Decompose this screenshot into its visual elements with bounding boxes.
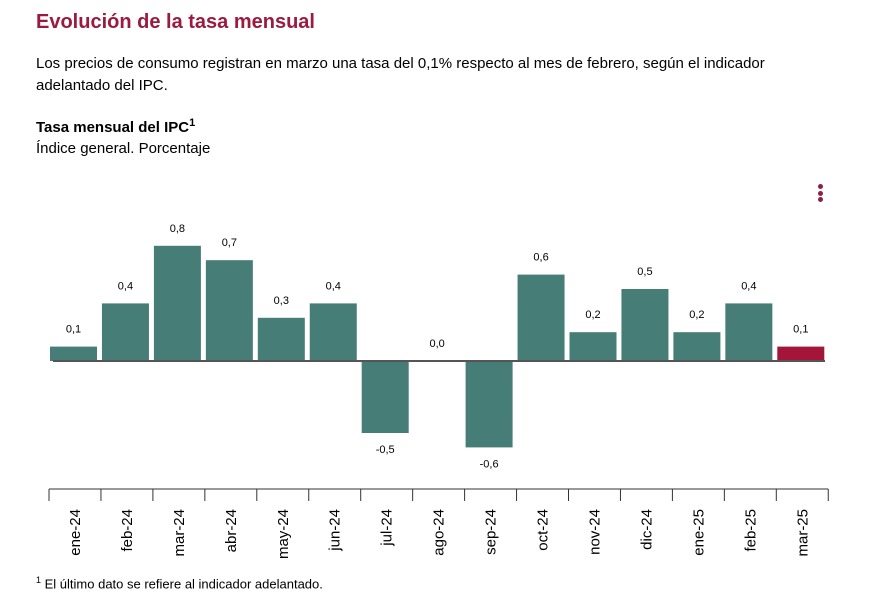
x-tick-label: nov-24	[586, 509, 603, 555]
chart-title: Tasa mensual del IPC1	[36, 117, 195, 136]
data-label: 0,4	[118, 280, 133, 292]
x-tick-label: jun-24	[327, 509, 344, 552]
x-tick-label: abr-24	[223, 509, 240, 552]
data-label: -0,6	[480, 458, 499, 470]
page-title: Evolución de la tasa mensual	[36, 11, 315, 33]
data-label: 0,7	[222, 237, 237, 249]
chart-title-text: Tasa mensual del IPC	[36, 119, 190, 136]
data-label: 0,5	[637, 266, 652, 278]
footnote-mark: 1	[36, 575, 42, 585]
data-label: 0,1	[793, 324, 808, 336]
bar-feb-24	[101, 303, 149, 361]
x-tick-label: feb-24	[119, 509, 136, 552]
x-tick-label: ago-24	[431, 509, 448, 556]
x-tick-label: mar-24	[171, 509, 188, 557]
bar-jun-24	[309, 303, 357, 361]
x-tick-label: ene-24	[67, 509, 84, 556]
data-label: 0,2	[689, 309, 704, 321]
bar-may-24	[257, 317, 305, 361]
data-label: 0,8	[170, 223, 185, 235]
x-tick-label: mar-25	[794, 509, 811, 557]
data-label: 0,2	[585, 309, 600, 321]
chart-subtitle: Índice general. Porcentaje	[36, 140, 211, 157]
data-label: 0,1	[66, 324, 81, 336]
bar-oct-24	[517, 274, 565, 361]
x-tick-label: feb-25	[742, 509, 759, 552]
bar-feb-25	[725, 303, 773, 361]
bar-jul-24	[361, 361, 409, 433]
data-label: -0,5	[376, 444, 395, 456]
x-tick-label: ene-25	[690, 509, 707, 556]
description: Los precios de consumo registran en marz…	[36, 55, 765, 94]
x-tick-label: jul-24	[379, 509, 396, 547]
footnote: 1 El último dato se refiere al indicador…	[36, 575, 323, 591]
data-label: 0,6	[533, 252, 548, 264]
x-tick-label: sep-24	[483, 509, 500, 555]
data-label: 0,4	[741, 280, 756, 292]
chart-title-footnote-mark: 1	[189, 117, 196, 129]
bar-mar-24	[153, 245, 201, 361]
bar-sep-24	[465, 361, 513, 448]
data-label: 0,3	[274, 295, 289, 307]
bar-mar-25	[777, 346, 825, 361]
data-label: 0,0	[430, 338, 445, 350]
bar-abr-24	[205, 260, 253, 361]
bar-ene-25	[673, 332, 721, 361]
data-label: 0,4	[326, 280, 341, 292]
bar-dic-24	[621, 289, 669, 361]
x-tick-label: may-24	[275, 509, 292, 559]
x-tick-label: dic-24	[638, 509, 655, 550]
x-tick-label: oct-24	[535, 509, 552, 551]
bar-ene-24	[50, 346, 97, 361]
bar-nov-24	[569, 332, 617, 361]
footnote-text: El último dato se refiere al indicador a…	[44, 576, 323, 592]
kebab-menu-icon[interactable]	[817, 184, 825, 204]
